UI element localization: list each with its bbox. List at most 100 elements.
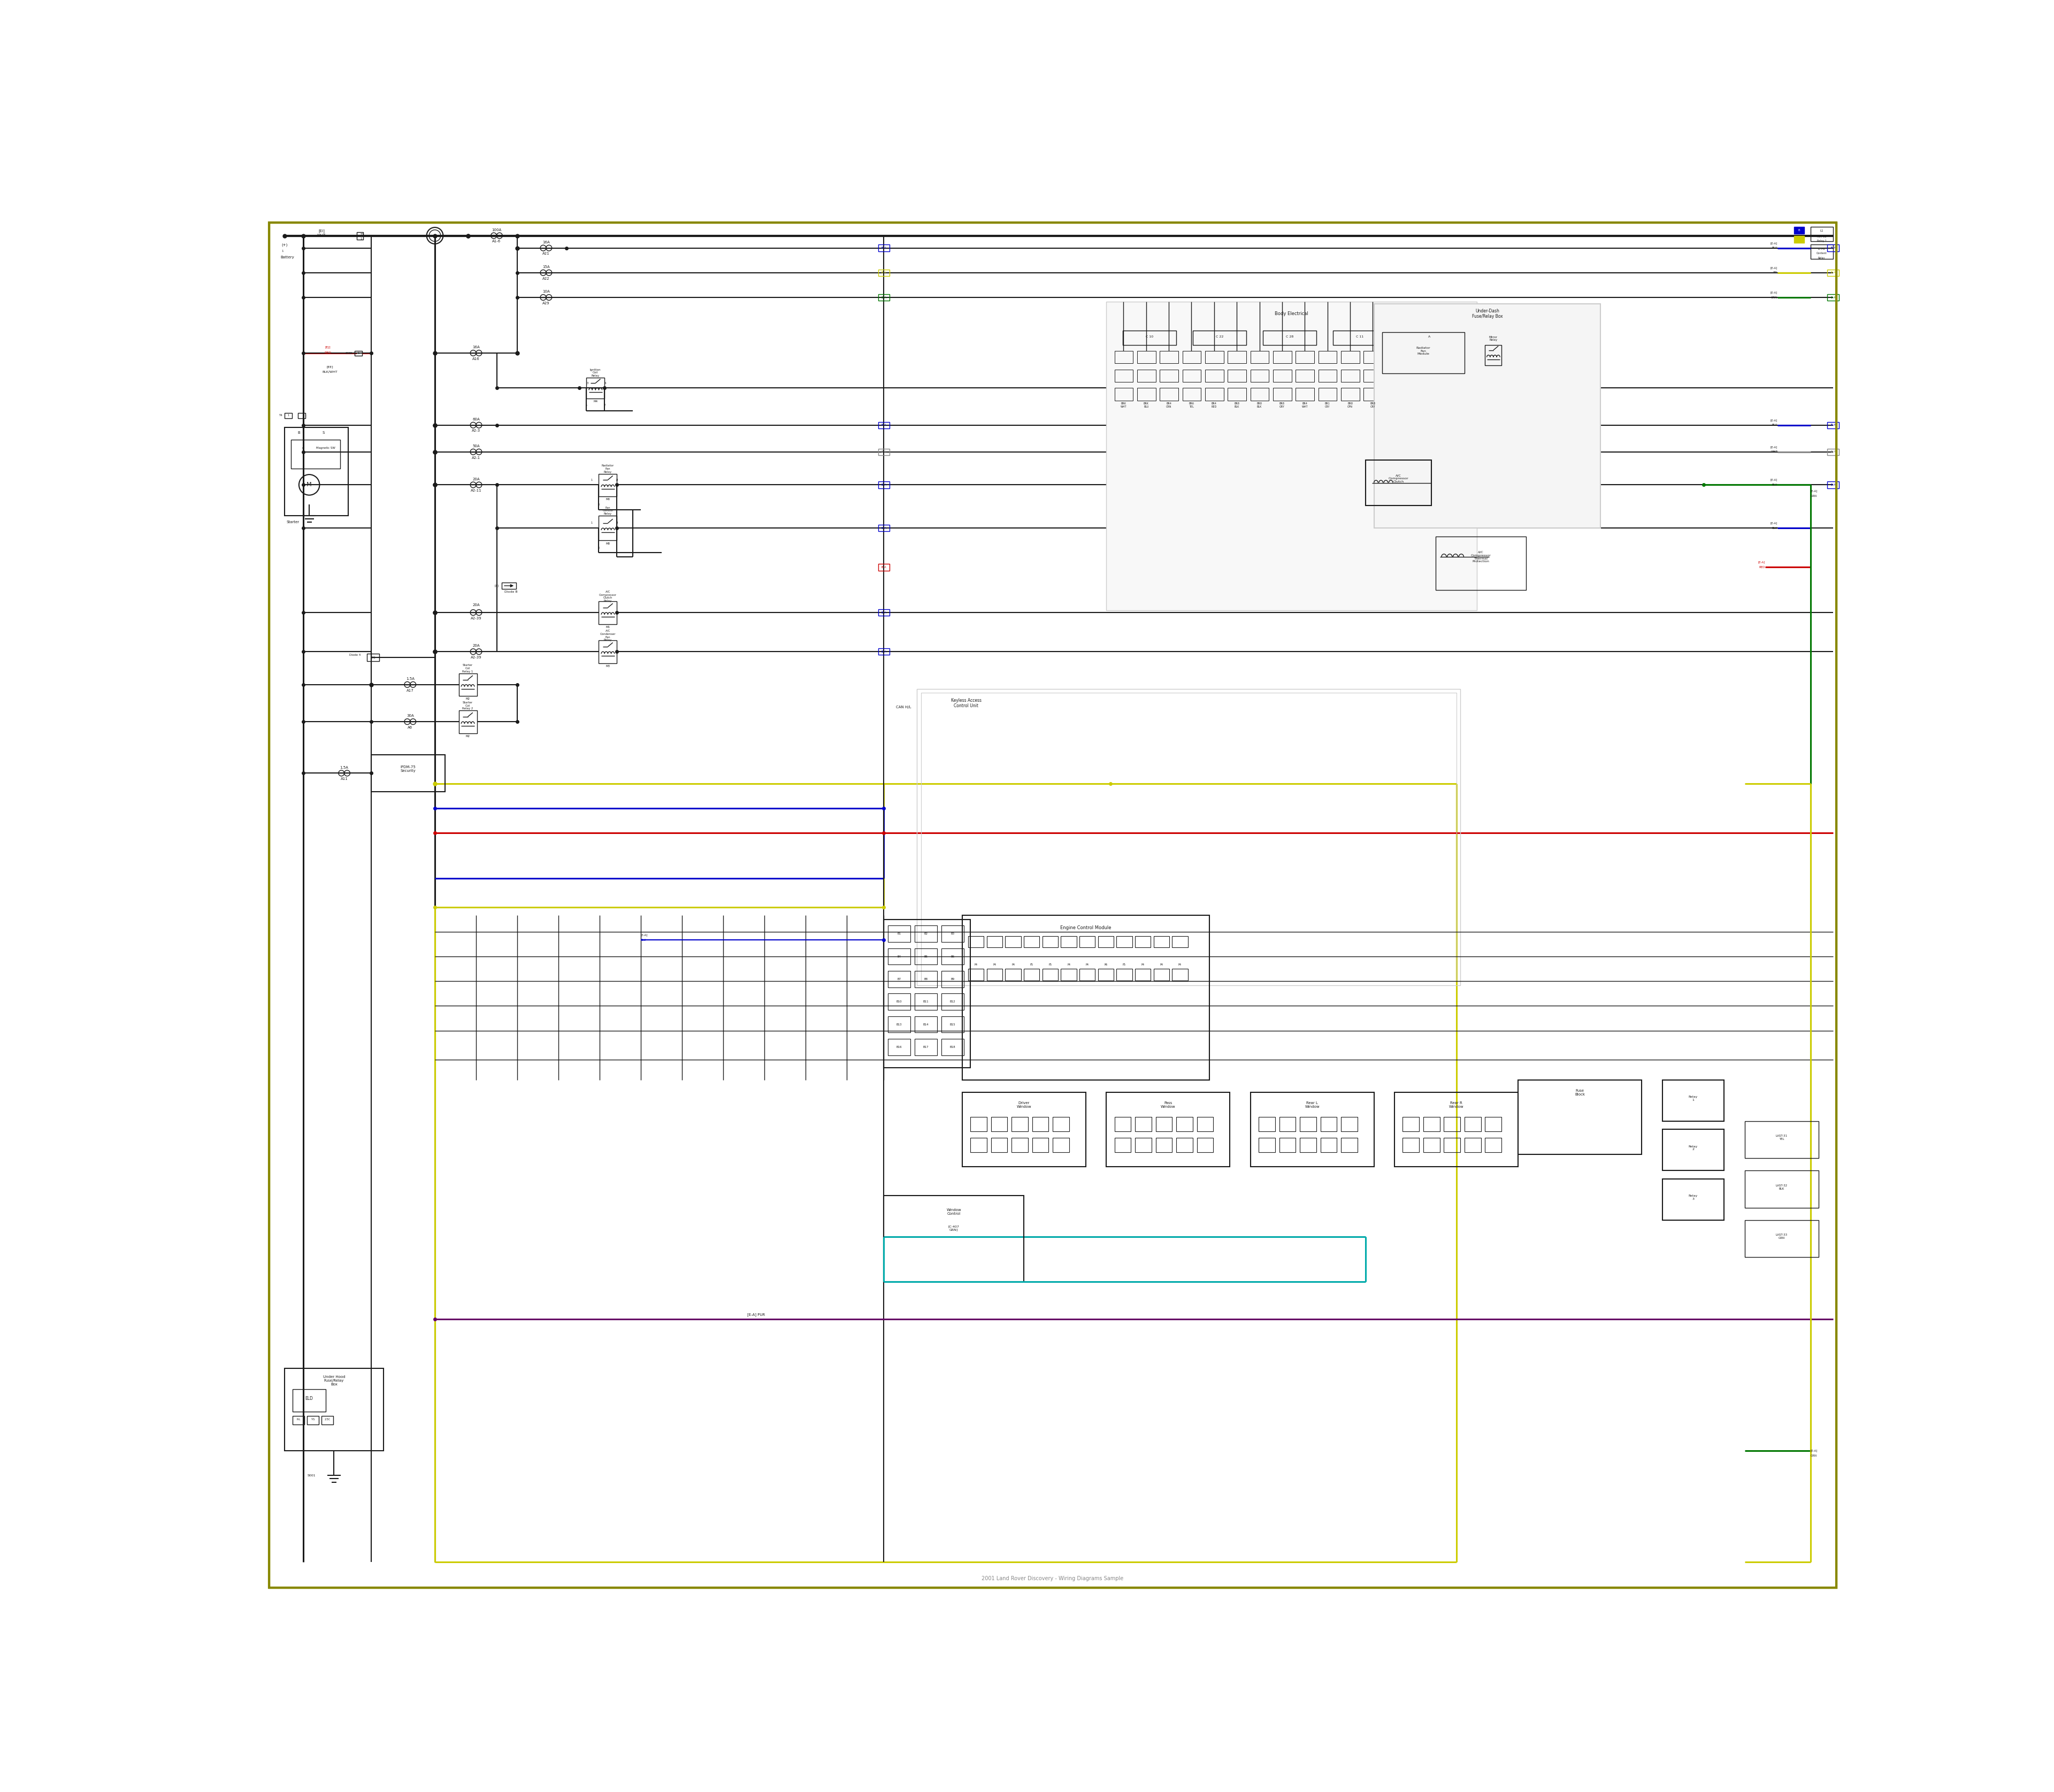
Bar <box>501 582 516 590</box>
Bar <box>1062 969 1076 980</box>
Bar <box>1273 389 1292 400</box>
Text: L1: L1 <box>1820 229 1824 231</box>
Text: Radiator
Fan
Relay: Radiator Fan Relay <box>602 464 614 473</box>
Bar <box>1206 351 1224 364</box>
Text: BR8
CPN: BR8 CPN <box>1347 403 1354 409</box>
Text: M1: M1 <box>606 625 610 629</box>
Text: YEL: YEL <box>1773 271 1777 274</box>
Bar <box>1041 935 1058 948</box>
Text: BLK/WHT: BLK/WHT <box>322 371 337 373</box>
Text: P4: P4 <box>974 964 978 966</box>
Text: IE-A: IE-A <box>881 271 887 274</box>
Bar <box>1403 1116 1419 1131</box>
Text: BR1
CRY: BR1 CRY <box>1325 403 1331 409</box>
Bar <box>1386 351 1405 364</box>
Text: B4: B4 <box>898 955 902 957</box>
Text: IE-A: IE-A <box>1830 296 1836 299</box>
Text: 16A: 16A <box>542 240 550 244</box>
Text: B5: B5 <box>924 955 928 957</box>
Text: Window
Control: Window Control <box>947 1208 961 1215</box>
Bar <box>1409 389 1428 400</box>
Bar <box>1115 369 1134 382</box>
Bar <box>294 1416 304 1425</box>
Bar <box>1107 1093 1230 1167</box>
Text: BR4
CRN: BR4 CRN <box>1167 403 1171 409</box>
Text: GRN: GRN <box>1771 296 1777 299</box>
Bar <box>1154 969 1169 980</box>
Bar <box>1273 369 1292 382</box>
Bar <box>1004 969 1021 980</box>
Bar <box>1485 344 1501 366</box>
Text: WHT: WHT <box>1771 450 1777 453</box>
Bar <box>1810 226 1832 240</box>
Text: [E-A]: [E-A] <box>1810 1450 1818 1452</box>
Text: A29: A29 <box>542 301 550 305</box>
Bar <box>600 602 616 624</box>
Bar <box>914 925 937 943</box>
Text: IE-A: IE-A <box>881 527 887 529</box>
Bar <box>967 969 984 980</box>
Bar <box>1228 369 1247 382</box>
Bar <box>914 948 937 964</box>
Bar <box>1259 1116 1276 1131</box>
Bar <box>286 412 292 419</box>
Bar <box>961 1093 1087 1167</box>
Bar <box>1228 351 1247 364</box>
Bar <box>1173 969 1187 980</box>
Text: IE-A: IE-A <box>1830 271 1836 274</box>
Text: B2: B2 <box>924 932 928 935</box>
Text: B13: B13 <box>896 1023 902 1025</box>
Bar <box>1136 935 1150 948</box>
Bar <box>1364 351 1382 364</box>
Text: BLU: BLU <box>1773 423 1777 426</box>
Bar <box>1465 1138 1481 1152</box>
Text: Diode 4: Diode 4 <box>349 654 362 656</box>
Bar <box>1138 351 1156 364</box>
Bar <box>1011 1138 1027 1152</box>
Bar <box>986 935 1002 948</box>
Bar <box>294 1389 327 1412</box>
Bar <box>1364 389 1382 400</box>
Text: BRK
WHT: BRK WHT <box>1119 403 1128 409</box>
Bar <box>1004 935 1021 948</box>
Bar <box>941 971 963 987</box>
Text: IPDM-75
Security: IPDM-75 Security <box>401 765 415 772</box>
Text: [E-A]: [E-A] <box>1771 478 1777 482</box>
Bar <box>1173 935 1187 948</box>
Bar <box>1386 369 1405 382</box>
Bar <box>887 1016 910 1032</box>
Bar <box>887 1039 910 1055</box>
Text: [E-A]: [E-A] <box>1771 267 1777 269</box>
Text: M8: M8 <box>606 543 610 545</box>
Text: LAST-32
BLK: LAST-32 BLK <box>1777 1185 1787 1190</box>
Bar <box>887 925 910 943</box>
Text: GRN: GRN <box>1810 1455 1818 1457</box>
Text: B9: B9 <box>951 978 955 980</box>
Text: Content: Content <box>1816 253 1826 254</box>
Text: B17: B17 <box>922 1047 928 1048</box>
Text: A/C
Compressor
Clutch
Relay: A/C Compressor Clutch Relay <box>600 590 616 602</box>
Bar <box>1154 935 1169 948</box>
Text: P4: P4 <box>1087 964 1089 966</box>
Bar <box>1052 1116 1070 1131</box>
Bar <box>877 564 889 570</box>
Bar <box>600 473 616 496</box>
Text: BR8
BLK: BR8 BLK <box>1234 403 1239 409</box>
Bar <box>1403 330 1456 344</box>
Bar <box>986 969 1002 980</box>
Bar <box>961 916 1210 1081</box>
Text: IE-A: IE-A <box>1830 247 1836 249</box>
Bar <box>357 233 364 240</box>
Bar <box>1828 448 1838 455</box>
Bar <box>1138 389 1156 400</box>
Text: 15A: 15A <box>542 265 550 269</box>
Text: C 11: C 11 <box>1356 335 1364 339</box>
Text: IE-A: IE-A <box>881 650 887 652</box>
Bar <box>1319 389 1337 400</box>
Text: A/C
Condenser
Fan
Relay: A/C Condenser Fan Relay <box>600 629 616 642</box>
Bar <box>1828 269 1838 276</box>
Text: P4: P4 <box>992 964 996 966</box>
Bar <box>941 925 963 943</box>
Bar <box>298 412 306 419</box>
Bar <box>1251 1093 1374 1167</box>
